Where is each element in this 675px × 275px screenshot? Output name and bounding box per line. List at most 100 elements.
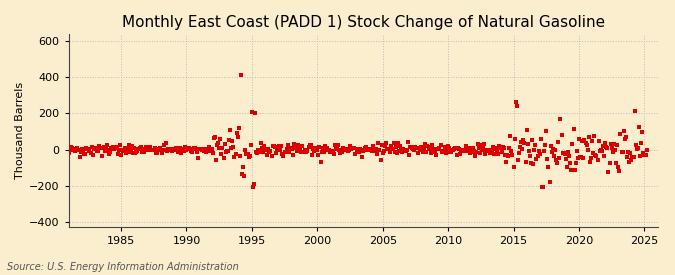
Point bbox=[251, 150, 262, 155]
Point bbox=[574, 136, 585, 141]
Point bbox=[328, 152, 339, 156]
Point bbox=[364, 147, 375, 152]
Point bbox=[277, 152, 288, 156]
Point bbox=[624, 160, 634, 164]
Point bbox=[353, 150, 364, 154]
Point bbox=[294, 145, 304, 150]
Point bbox=[522, 142, 533, 146]
Point bbox=[549, 153, 560, 158]
Point bbox=[473, 146, 484, 150]
Point bbox=[282, 142, 293, 147]
Point bbox=[74, 155, 85, 159]
Point bbox=[564, 154, 574, 158]
Point bbox=[523, 149, 534, 153]
Point bbox=[85, 151, 96, 155]
Point bbox=[167, 149, 178, 153]
Point bbox=[555, 117, 566, 121]
Point bbox=[206, 146, 217, 151]
Point bbox=[585, 160, 595, 164]
Point bbox=[109, 147, 120, 151]
Point bbox=[601, 145, 612, 149]
Point bbox=[638, 151, 649, 155]
Point bbox=[65, 145, 76, 150]
Point bbox=[99, 148, 110, 153]
Point bbox=[608, 142, 619, 146]
Point bbox=[400, 149, 411, 154]
Point bbox=[454, 147, 464, 151]
Point bbox=[227, 139, 238, 143]
Point bbox=[207, 150, 218, 155]
Point bbox=[120, 146, 131, 150]
Point bbox=[250, 111, 261, 116]
Point bbox=[583, 134, 594, 139]
Point bbox=[326, 148, 337, 153]
Point bbox=[352, 147, 363, 151]
Point bbox=[542, 157, 553, 162]
Point bbox=[220, 149, 231, 154]
Point bbox=[186, 148, 196, 153]
Point bbox=[161, 149, 172, 153]
Point bbox=[468, 146, 479, 150]
Point bbox=[356, 149, 367, 153]
Point bbox=[617, 150, 628, 155]
Point bbox=[361, 145, 372, 149]
Point bbox=[406, 145, 416, 149]
Point bbox=[636, 141, 647, 145]
Point bbox=[337, 150, 348, 154]
Point bbox=[176, 150, 186, 155]
Point bbox=[583, 148, 593, 153]
Point bbox=[576, 155, 587, 159]
Point bbox=[271, 151, 281, 155]
Point bbox=[630, 143, 641, 147]
Point bbox=[404, 145, 415, 149]
Point bbox=[294, 148, 305, 152]
Point bbox=[478, 144, 489, 149]
Point bbox=[240, 148, 250, 153]
Point bbox=[198, 149, 209, 153]
Point bbox=[196, 148, 207, 152]
Point bbox=[130, 151, 140, 156]
Point bbox=[562, 165, 572, 169]
Point bbox=[402, 140, 413, 144]
Point bbox=[301, 150, 312, 154]
Point bbox=[602, 145, 613, 150]
Point bbox=[510, 100, 521, 104]
Point bbox=[259, 144, 269, 148]
Point bbox=[138, 148, 148, 152]
Point bbox=[225, 145, 236, 150]
Point bbox=[84, 148, 95, 153]
Point bbox=[119, 148, 130, 152]
Point bbox=[179, 149, 190, 153]
Point bbox=[331, 147, 342, 152]
Point bbox=[423, 147, 434, 151]
Point bbox=[540, 142, 551, 147]
Point bbox=[373, 141, 384, 145]
Point bbox=[595, 147, 606, 152]
Point bbox=[76, 147, 87, 151]
Point bbox=[154, 147, 165, 152]
Point bbox=[597, 149, 608, 153]
Point bbox=[574, 155, 585, 159]
Point bbox=[502, 153, 512, 157]
Point bbox=[303, 145, 314, 149]
Point bbox=[627, 155, 638, 159]
Point bbox=[145, 145, 156, 149]
Point bbox=[242, 152, 253, 156]
Point bbox=[183, 146, 194, 151]
Point bbox=[479, 142, 489, 147]
Point bbox=[273, 145, 284, 150]
Point bbox=[296, 149, 306, 154]
Point bbox=[461, 146, 472, 151]
Point bbox=[319, 144, 330, 148]
Point bbox=[313, 153, 324, 157]
Point bbox=[72, 146, 83, 150]
Point bbox=[526, 138, 537, 142]
Point bbox=[342, 148, 353, 153]
Point bbox=[612, 142, 622, 147]
Point bbox=[80, 152, 90, 156]
Y-axis label: Thousand Barrels: Thousand Barrels bbox=[15, 82, 25, 179]
Point bbox=[604, 161, 615, 166]
Point bbox=[96, 146, 107, 150]
Point bbox=[414, 147, 425, 152]
Point bbox=[112, 152, 123, 156]
